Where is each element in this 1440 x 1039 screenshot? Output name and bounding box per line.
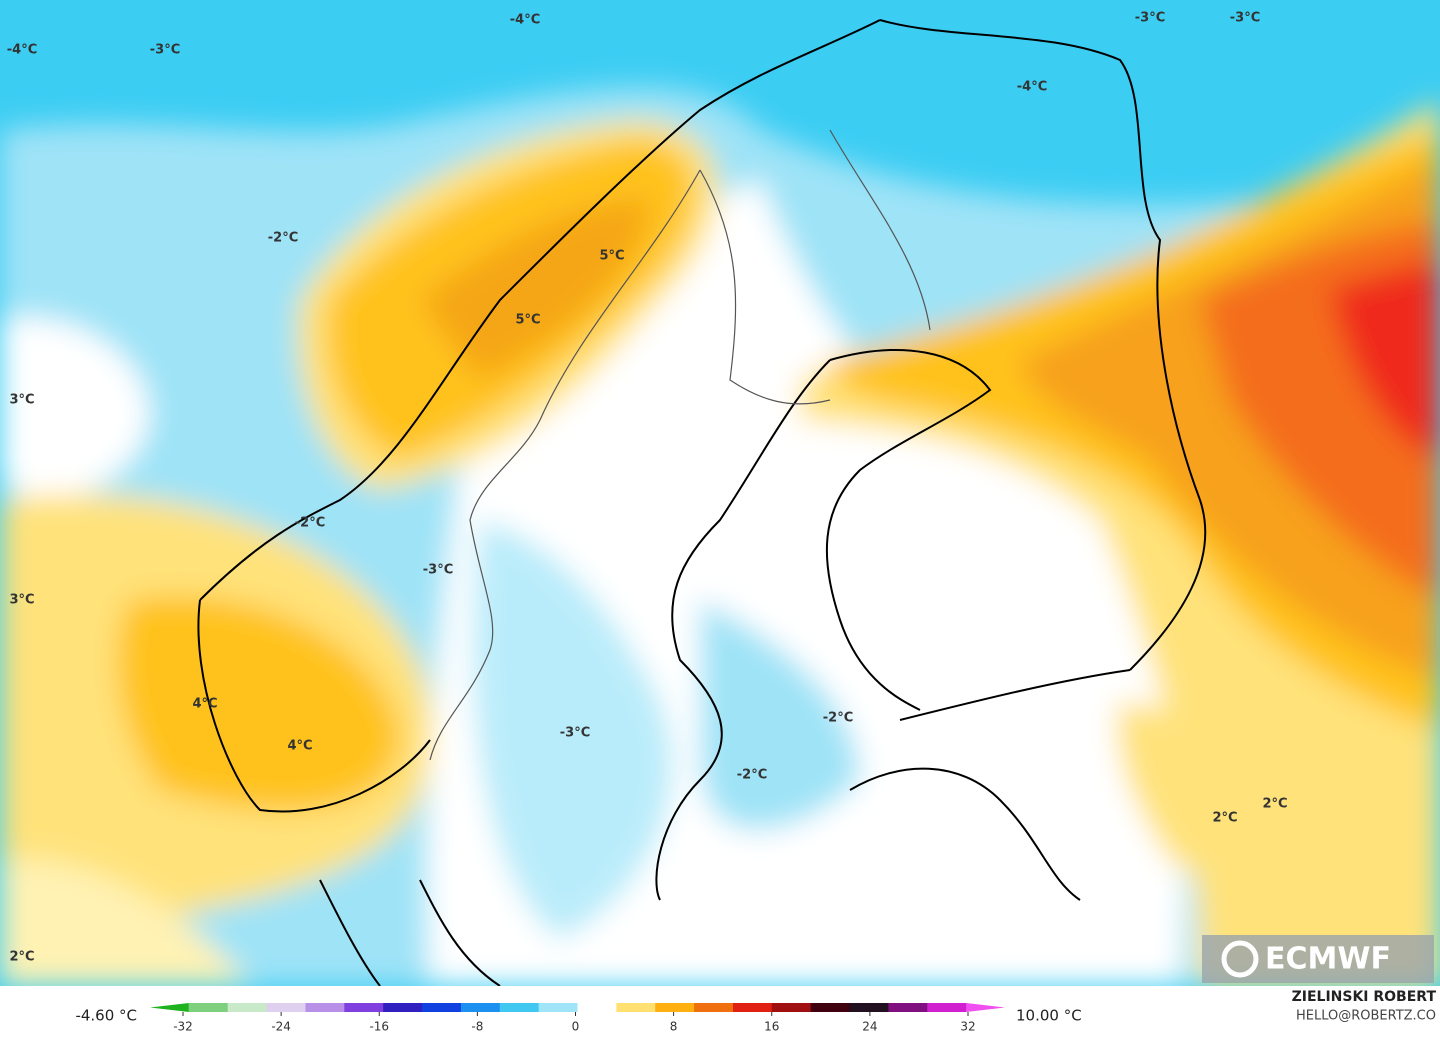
temperature-field: -4°C -3°C -4°C -3°C -3°C -4°C -2°C 5°C 5°C 3°C -2°… (0, 0, 1440, 986)
colorbar-segment (732, 1003, 773, 1012)
map-label: -4°C (7, 43, 37, 58)
colorbar-tick-label: -24 (271, 1020, 291, 1034)
map-label: 2°C (1212, 811, 1237, 826)
colorbar-tick-label: 0 (572, 1020, 580, 1034)
logo-text: ECMWF (1265, 942, 1391, 977)
colorbar-segment (383, 1003, 423, 1012)
colorbar-segment (849, 1003, 889, 1012)
colorbar-segment (422, 1003, 462, 1012)
colorbar-segment (150, 1003, 189, 1012)
colorbar-segment (344, 1003, 384, 1012)
logo: ECMWF (1202, 935, 1434, 983)
colorbar-tick-label: 32 (960, 1020, 975, 1034)
colorbar-max-label: 10.00 °C (1016, 1007, 1082, 1025)
map-labels: -4°C -3°C -4°C -3°C -3°C -4°C -2°C 5°C 5°C 3°C -2°… (7, 11, 1288, 965)
map-label: -2°C (295, 516, 325, 531)
map-label: -2°C (823, 711, 853, 726)
map-label: 5°C (515, 313, 540, 328)
author: ZIELINSKI ROBERT (1292, 989, 1437, 1005)
coastlines (197, 19, 1207, 986)
colorbar-tick-label: -32 (173, 1020, 193, 1034)
colorbar-tick-label: 16 (764, 1020, 779, 1034)
colorbar-segment (188, 1003, 229, 1012)
map-label: -3°C (150, 43, 180, 58)
colorbar-segment (771, 1003, 812, 1012)
colorbar-tick-label: 24 (862, 1020, 877, 1034)
colorbar-segment (305, 1003, 345, 1012)
colorbar-tick-label: -8 (471, 1020, 483, 1034)
colorbar-min-label: -4.60 °C (75, 1007, 137, 1025)
colorbar-segment (888, 1003, 928, 1012)
colorbar-tick-label: 8 (670, 1020, 678, 1034)
map-label: 2°C (9, 950, 34, 965)
borders (429, 129, 931, 761)
colorbar-segment (266, 1003, 306, 1012)
map-label: -3°C (560, 726, 590, 741)
colorbar-segment (655, 1003, 695, 1012)
map-label: -3°C (423, 563, 453, 578)
map-label: 4°C (287, 739, 312, 754)
contact: HELLO@ROBERTZ.CO (1296, 1009, 1436, 1024)
colorbar: -32 -24 -16 -8 0 8 16 24 32 (150, 1003, 1005, 1034)
colorbar-segment (966, 1003, 1005, 1012)
colorbar-segment (577, 1003, 617, 1012)
colorbar-segment (227, 1003, 268, 1012)
map-label: -2°C (737, 768, 767, 783)
colorbar-tick-label: -16 (369, 1020, 389, 1034)
colorbar-segment (616, 1003, 656, 1012)
colorbar-segment (538, 1003, 578, 1012)
map-label: 3°C (9, 393, 34, 408)
map-label: 5°C (599, 249, 624, 264)
map-label: -2°C (268, 231, 298, 246)
logo-icon (1221, 940, 1259, 978)
colorbar-segment (499, 1003, 540, 1012)
colorbar-segment (694, 1003, 734, 1012)
map-label: 3°C (9, 593, 34, 608)
map-label: -4°C (510, 13, 540, 28)
colorbar-segment (460, 1003, 501, 1012)
colorbar-segment (810, 1003, 851, 1012)
map-label: 2°C (1262, 797, 1287, 812)
map-label: 4°C (192, 697, 217, 712)
colorbar-segment (927, 1003, 967, 1012)
map-label: -4°C (1017, 80, 1047, 95)
map-label: -3°C (1230, 11, 1260, 26)
map-label: -3°C (1135, 11, 1165, 26)
